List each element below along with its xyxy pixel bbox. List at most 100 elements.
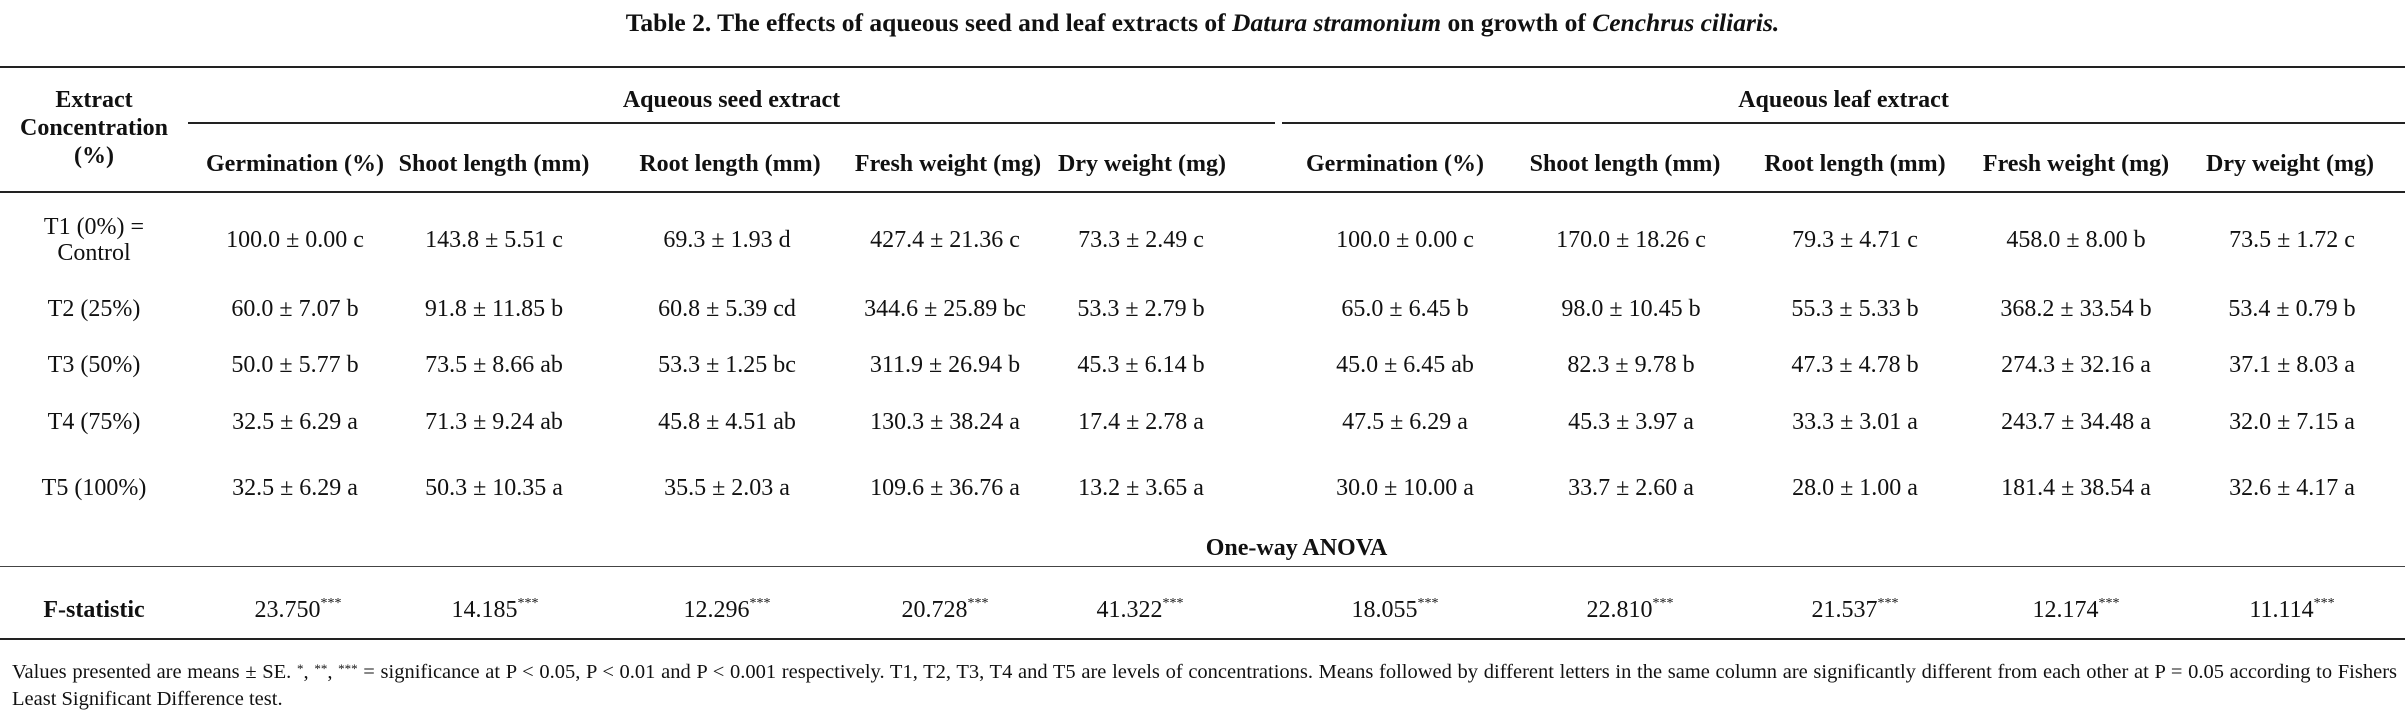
table-cell: 91.8 ± 11.85 b <box>424 296 564 322</box>
footnote-sep-1: , <box>303 661 315 683</box>
f-statistic-value: 21.537*** <box>1755 596 1955 624</box>
table-cell: 73.3 ± 2.49 c <box>1078 227 1204 253</box>
table-cell: 82.3 ± 9.78 b <box>1567 352 1695 378</box>
significance-marker: *** <box>2313 596 2335 611</box>
table-cell: 30.0 ± 10.00 a <box>1336 475 1474 501</box>
f-statistic-value: 12.174*** <box>1976 596 2176 624</box>
row-header-line-2: Concentration <box>20 115 168 141</box>
significance-marker: *** <box>320 596 342 611</box>
f-statistic-value: 12.296*** <box>627 596 827 624</box>
f-statistic-value: 22.810*** <box>1530 596 1730 624</box>
footnote-sig-3: *** <box>338 661 358 676</box>
row-header-line-3: (%) <box>74 143 114 169</box>
title-species-cenchrus: Cenchrus ciliaris. <box>1592 8 1780 37</box>
table-cell: 458.0 ± 8.00 b <box>2006 227 2146 253</box>
table-cell: 53.3 ± 1.25 bc <box>658 352 796 378</box>
f-statistic-number: 21.537 <box>1811 597 1878 623</box>
title-species-datura: Datura stramonium <box>1232 8 1442 37</box>
table-cell: 65.0 ± 6.45 b <box>1341 296 1469 322</box>
table-cell: 311.9 ± 26.94 b <box>869 352 1021 378</box>
table-cell: 181.4 ± 38.54 a <box>2001 475 2151 501</box>
f-statistic-number: 18.055 <box>1351 597 1418 623</box>
table-cell: 55.3 ± 5.33 b <box>1791 296 1919 322</box>
table-cell: 32.5 ± 6.29 a <box>232 409 358 435</box>
table-title: Table 2. The effects of aqueous seed and… <box>0 6 2405 40</box>
table-cell: 344.6 ± 25.89 bc <box>864 296 1026 322</box>
column-header: Shoot length (mm) <box>398 151 590 177</box>
row-label: T4 (75%) <box>47 409 141 435</box>
header-rule <box>0 191 2405 193</box>
significance-marker: *** <box>2098 596 2120 611</box>
table-cell: 53.3 ± 2.79 b <box>1077 296 1205 322</box>
footnote-sig-2: ** <box>314 661 328 676</box>
table-cell: 243.7 ± 34.48 a <box>2001 409 2151 435</box>
table-cell: 47.3 ± 4.78 b <box>1791 352 1919 378</box>
table-cell: 28.0 ± 1.00 a <box>1792 475 1918 501</box>
f-statistic-value: 18.055*** <box>1295 596 1495 624</box>
title-text: Table 2. The effects of aqueous seed and… <box>625 8 1233 37</box>
top-rule <box>0 66 2405 68</box>
table-cell: 130.3 ± 38.24 a <box>870 409 1020 435</box>
footnote-sig-1: * <box>297 661 304 676</box>
row-header-label: Extract Concentration (%) <box>0 86 188 170</box>
row-label-line-2: Control <box>57 240 131 266</box>
table-cell: 60.8 ± 5.39 cd <box>658 296 796 322</box>
f-statistic-value: 14.185*** <box>395 596 595 624</box>
group-header-leaf: Aqueous leaf extract <box>1738 87 1949 113</box>
table-cell: 45.8 ± 4.51 ab <box>658 409 796 435</box>
anova-heading: One-way ANOVA <box>1205 535 1388 561</box>
table-cell: 33.3 ± 3.01 a <box>1792 409 1918 435</box>
significance-marker: *** <box>517 596 539 611</box>
column-header: Root length (mm) <box>1764 151 1946 177</box>
column-header: Germination (%) <box>206 151 384 177</box>
column-header: Germination (%) <box>1306 151 1484 177</box>
f-statistic-value: 41.322*** <box>1040 596 1240 624</box>
f-statistic-value: 20.728*** <box>845 596 1045 624</box>
table-cell: 69.3 ± 1.93 d <box>663 227 791 253</box>
table-cell: 13.2 ± 3.65 a <box>1078 475 1204 501</box>
table-cell: 17.4 ± 2.78 a <box>1078 409 1204 435</box>
column-header: Fresh weight (mg) <box>1982 151 2170 177</box>
f-statistic-number: 41.322 <box>1096 597 1163 623</box>
footnote-text-2: = significance at P < 0.05, P < 0.01 and… <box>12 661 2397 710</box>
row-label: T3 (50%) <box>47 352 141 378</box>
table-cell: 143.8 ± 5.51 c <box>425 227 563 253</box>
table-cell: 35.5 ± 2.03 a <box>664 475 790 501</box>
significance-marker: *** <box>1652 596 1674 611</box>
group-header-seed: Aqueous seed extract <box>622 87 841 113</box>
table-cell: 98.0 ± 10.45 b <box>1561 296 1701 322</box>
f-statistic-value: 23.750*** <box>198 596 398 624</box>
row-label: T2 (25%) <box>47 296 141 322</box>
anova-rule <box>0 566 2405 567</box>
column-header: Fresh weight (mg) <box>854 151 1042 177</box>
f-statistic-number: 11.114 <box>2249 597 2314 623</box>
table-cell: 33.7 ± 2.60 a <box>1568 475 1694 501</box>
significance-marker: *** <box>967 596 989 611</box>
f-statistic-number: 12.296 <box>683 597 750 623</box>
column-header: Root length (mm) <box>639 151 821 177</box>
significance-marker: *** <box>1877 596 1899 611</box>
column-header: Dry weight (mg) <box>1058 151 1226 177</box>
column-header: Dry weight (mg) <box>2206 151 2374 177</box>
significance-marker: *** <box>1417 596 1439 611</box>
bottom-rule <box>0 638 2405 640</box>
table-cell: 37.1 ± 8.03 a <box>2229 352 2355 378</box>
table-cell: 100.0 ± 0.00 c <box>1336 227 1474 253</box>
footnote-text-1: Values presented are means ± SE. <box>12 661 297 683</box>
significance-marker: *** <box>749 596 771 611</box>
table-cell: 109.6 ± 36.76 a <box>870 475 1020 501</box>
table-footnote: Values presented are means ± SE. *, **, … <box>12 659 2397 713</box>
row-label: T1 (0%) = <box>43 214 145 240</box>
table-cell: 50.0 ± 5.77 b <box>231 352 359 378</box>
table-cell: 427.4 ± 21.36 c <box>870 227 1020 253</box>
f-statistic-number: 12.174 <box>2032 597 2099 623</box>
table-cell: 53.4 ± 0.79 b <box>2228 296 2356 322</box>
table-cell: 32.0 ± 7.15 a <box>2229 409 2355 435</box>
f-statistic-number: 23.750 <box>254 597 321 623</box>
footnote-sep-2: , <box>327 661 339 683</box>
table-cell: 368.2 ± 33.54 b <box>2000 296 2152 322</box>
seed-group-rule <box>188 122 1275 124</box>
table-cell: 73.5 ± 1.72 c <box>2229 227 2355 253</box>
table-cell: 45.0 ± 6.45 ab <box>1336 352 1474 378</box>
row-label: T5 (100%) <box>41 475 147 501</box>
